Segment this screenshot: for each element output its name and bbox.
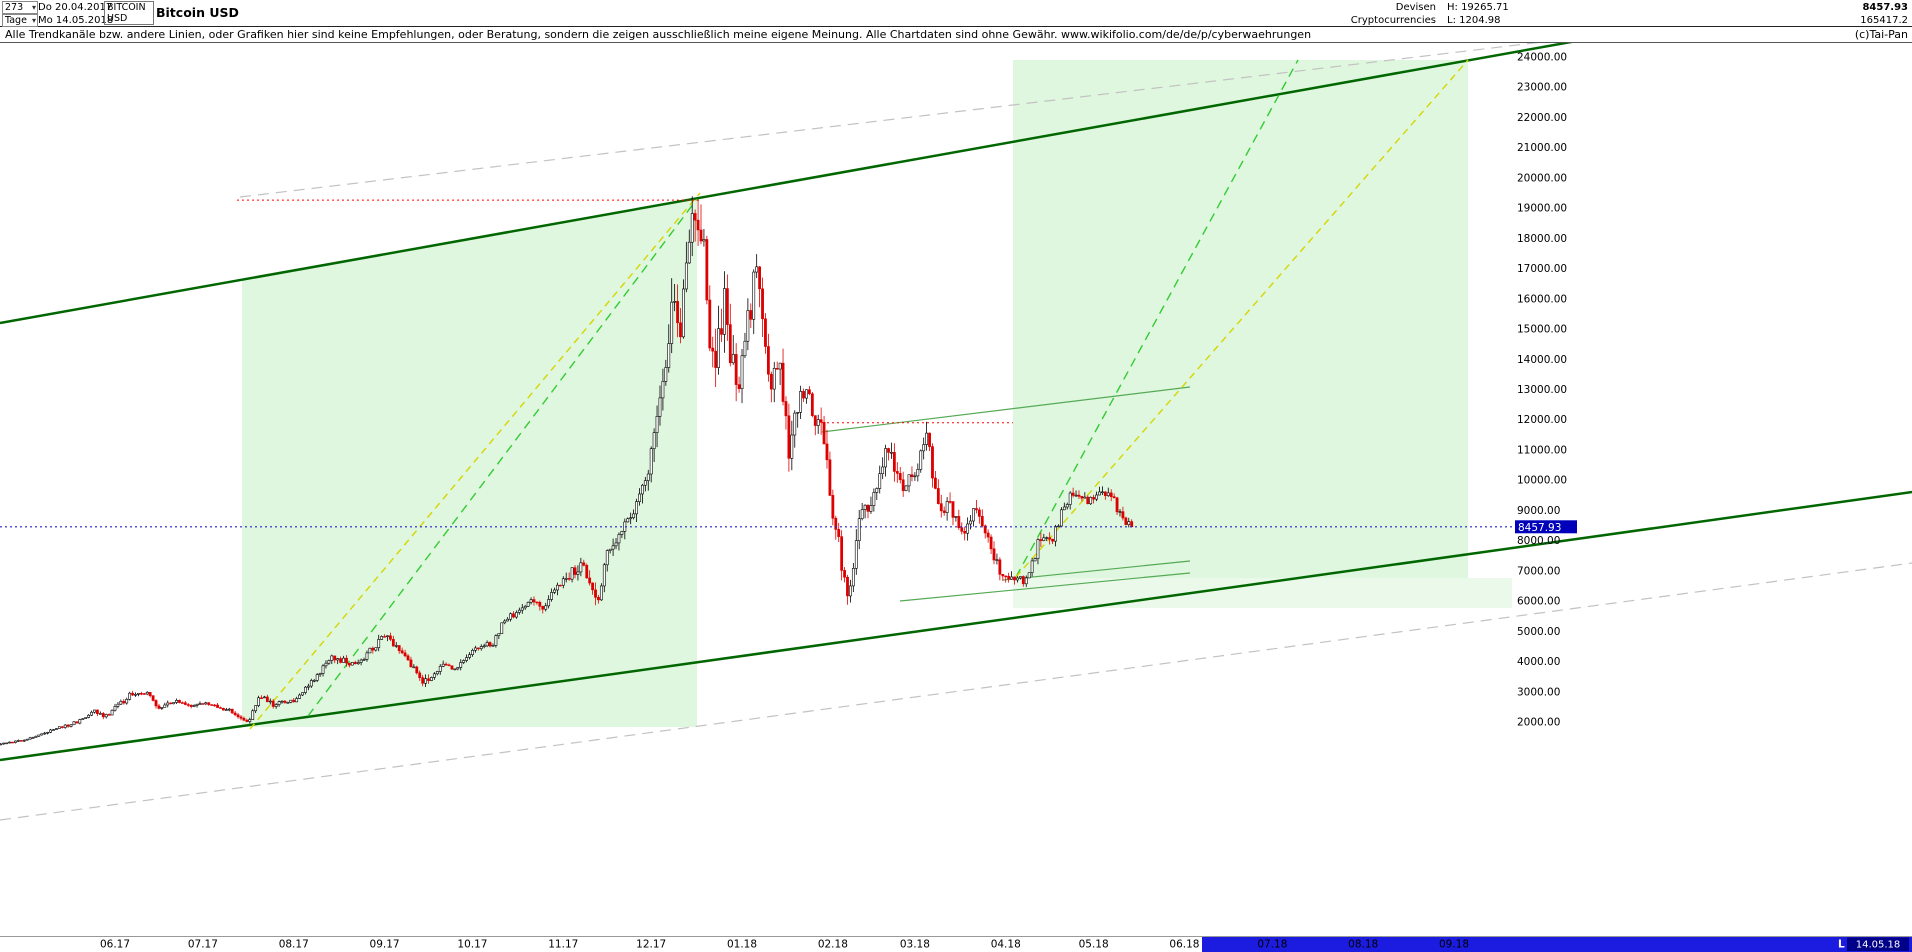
time-axis-label: 11.17 [548,939,578,951]
timeline-l-label: L [1838,939,1845,951]
period-dropdown[interactable]: Tage ▾ [2,14,38,27]
chart-end-date: Mo 14.05.2018 [38,15,114,26]
trend-lines [0,43,1912,821]
period-high: H: 19265.71 [1447,2,1509,13]
header-last-price: 8457.93 [1862,2,1908,13]
trend-2018-green-dashed [1015,59,1299,578]
time-axis-label: 06.17 [100,939,130,951]
chart-canvas[interactable]: 8457.93 24000.00 23000.00 22000.00 21000.00 2… [0,43,1912,952]
time-axis-label: 05.18 [1079,939,1109,951]
price-axis-label: 6000.00 [1517,596,1560,608]
symbol-currency: USD [107,13,128,24]
axes: 8457.93 24000.00 23000.00 22000.00 21000.00 2… [0,52,1912,952]
time-axis-label: 04.18 [991,939,1021,951]
price-axis-label: 12000.00 [1517,414,1567,426]
price-axis-label: 11000.00 [1517,444,1567,456]
price-axis-label: 16000.00 [1517,293,1567,305]
price-axis-label: 15000.00 [1517,324,1567,336]
price-axis-label: 10000.00 [1517,475,1567,487]
time-axis-label: 07.18 [1257,939,1287,951]
symbol-name: BITCOIN [107,2,146,13]
chart-title: Bitcoin USD [156,5,239,20]
price-axis-label: 23000.00 [1517,82,1567,94]
horizontal-marker-lines [0,199,1516,528]
time-axis-label: 09.17 [370,939,400,951]
trend-zones [242,60,1512,727]
time-axis-label: 09.18 [1439,939,1469,951]
trend-2017-green-dashed [307,198,698,717]
price-axis-label: 20000.00 [1517,172,1567,184]
price-axis-label: 2000.00 [1517,717,1560,729]
price-axis-label: 19000.00 [1517,203,1567,215]
time-axis-label: 08.18 [1348,939,1378,951]
channel-top-line [0,43,1573,325]
price-axis-label: 4000.00 [1517,656,1560,668]
time-axis-label: 12.17 [636,939,666,951]
price-axis-label: 18000.00 [1517,233,1567,245]
price-axis-label: 21000.00 [1517,142,1567,154]
time-axis-label: 06.18 [1169,939,1199,951]
time-axis-label: 08.17 [279,939,309,951]
price-axis-label: 14000.00 [1517,354,1567,366]
category-line2: Cryptocurrencies [1350,15,1436,26]
bars-count-value: 273 [5,2,24,13]
last-price-tag-text: 8457.93 [1518,522,1561,534]
time-axis-label: 10.17 [457,939,487,951]
price-axis-label: 8000.00 [1517,535,1560,547]
trend-zone-2018 [1013,60,1468,578]
candlestick-series [0,196,1134,746]
header-bar: 273 ▾ Tage ▾ Do 20.04.2017 Mo 14.05.2018 B… [0,0,1912,27]
time-axis-label: 07.17 [188,939,218,951]
trend-2018-yellow-dashed [1015,59,1469,578]
price-axis-label: 13000.00 [1517,384,1567,396]
trend-zone-2017 [242,198,697,727]
caret-down-icon: ▾ [31,16,36,25]
trend-2017-yellow-dashed [249,192,701,730]
channel-bottom-line [0,490,1912,762]
category-line1: Devisen [1395,2,1436,13]
copyright-label: (c)Tai-Pan [1854,28,1908,41]
time-axis-label: 03.18 [900,939,930,951]
gray-lower-dashed [0,562,1912,821]
support-line-b [1002,560,1191,581]
bars-count-dropdown[interactable]: 273 ▾ [2,1,38,14]
price-axis-label: 17000.00 [1517,263,1567,275]
time-axis-label: 01.18 [727,939,757,951]
price-axis-label: 22000.00 [1517,112,1567,124]
price-axis-label: 3000.00 [1517,686,1560,698]
symbol-box: BITCOIN USD [104,1,154,25]
support-line-a [899,572,1191,602]
timeline-end-date: 14.05.18 [1856,940,1901,951]
price-axis-label: 7000.00 [1517,565,1560,577]
price-axis-label: 24000.00 [1517,52,1567,64]
disclaimer-bar: Alle Trendkanäle bzw. andere Linien, ode… [0,27,1912,43]
time-axis-label: 02.18 [818,939,848,951]
period-low: L: 1204.98 [1447,15,1501,26]
caret-down-icon: ▾ [31,3,36,12]
timeline-future-bar[interactable] [1202,937,1912,952]
last-price-tag [1515,520,1577,534]
chart-start-date: Do 20.04.2017 [38,2,113,13]
disclaimer-text: Alle Trendkanäle bzw. andere Linien, ode… [5,28,1312,41]
resistance-line-spring-2018 [821,386,1191,433]
header-volume: 165417.2 [1860,15,1908,26]
period-value: Tage [5,15,27,26]
price-axis-label: 5000.00 [1517,626,1560,638]
timeline-end-date-box [1847,937,1909,951]
gray-upper-dashed [239,43,1539,198]
price-axis-label: 9000.00 [1517,505,1560,517]
